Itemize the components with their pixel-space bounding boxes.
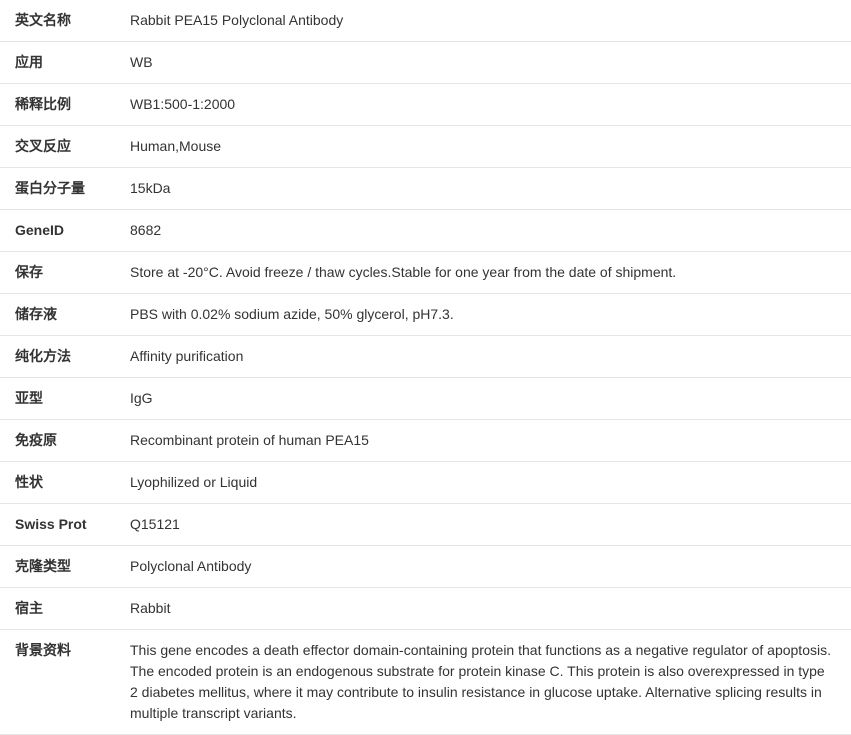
spec-row: Swiss Prot Q15121 bbox=[0, 504, 851, 546]
spec-label-host: 宿主 bbox=[15, 598, 130, 619]
spec-row: 亚型 IgG bbox=[0, 378, 851, 420]
spec-row: GeneID 8682 bbox=[0, 210, 851, 252]
spec-table: 英文名称 Rabbit PEA15 Polyclonal Antibody 应用… bbox=[0, 0, 851, 735]
spec-label-mw: 蛋白分子量 bbox=[15, 178, 130, 199]
spec-value-application: WB bbox=[130, 52, 851, 73]
spec-label-application: 应用 bbox=[15, 52, 130, 73]
spec-row: 应用 WB bbox=[0, 42, 851, 84]
spec-value-immunogen: Recombinant protein of human PEA15 bbox=[130, 430, 851, 451]
spec-value-geneid: 8682 bbox=[130, 220, 851, 241]
spec-label-clonality: 克隆类型 bbox=[15, 556, 130, 577]
spec-value-mw: 15kDa bbox=[130, 178, 851, 199]
spec-label-purification: 纯化方法 bbox=[15, 346, 130, 367]
spec-value-background: This gene encodes a death effector domai… bbox=[130, 640, 851, 724]
spec-label-isotype: 亚型 bbox=[15, 388, 130, 409]
spec-row: 性状 Lyophilized or Liquid bbox=[0, 462, 851, 504]
spec-value-host: Rabbit bbox=[130, 598, 851, 619]
spec-value-storage: Store at -20°C. Avoid freeze / thaw cycl… bbox=[130, 262, 851, 283]
spec-row: 蛋白分子量 15kDa bbox=[0, 168, 851, 210]
spec-label-form: 性状 bbox=[15, 472, 130, 493]
spec-value-buffer: PBS with 0.02% sodium azide, 50% glycero… bbox=[130, 304, 851, 325]
spec-label-swissprot: Swiss Prot bbox=[15, 514, 130, 535]
spec-value-english-name: Rabbit PEA15 Polyclonal Antibody bbox=[130, 10, 851, 31]
spec-value-purification: Affinity purification bbox=[130, 346, 851, 367]
spec-value-clonality: Polyclonal Antibody bbox=[130, 556, 851, 577]
spec-label-buffer: 储存液 bbox=[15, 304, 130, 325]
spec-value-isotype: IgG bbox=[130, 388, 851, 409]
spec-row: 英文名称 Rabbit PEA15 Polyclonal Antibody bbox=[0, 0, 851, 42]
spec-value-form: Lyophilized or Liquid bbox=[130, 472, 851, 493]
spec-row: 宿主 Rabbit bbox=[0, 588, 851, 630]
spec-value-dilution: WB1:500-1:2000 bbox=[130, 94, 851, 115]
spec-row: 储存液 PBS with 0.02% sodium azide, 50% gly… bbox=[0, 294, 851, 336]
spec-value-swissprot: Q15121 bbox=[130, 514, 851, 535]
spec-row: 交叉反应 Human,Mouse bbox=[0, 126, 851, 168]
spec-label-storage: 保存 bbox=[15, 262, 130, 283]
spec-row: 稀释比例 WB1:500-1:2000 bbox=[0, 84, 851, 126]
spec-row: 背景资料 This gene encodes a death effector … bbox=[0, 630, 851, 735]
spec-value-reactivity: Human,Mouse bbox=[130, 136, 851, 157]
spec-label-geneid: GeneID bbox=[15, 220, 130, 241]
spec-row: 保存 Store at -20°C. Avoid freeze / thaw c… bbox=[0, 252, 851, 294]
spec-row: 免疫原 Recombinant protein of human PEA15 bbox=[0, 420, 851, 462]
spec-row: 纯化方法 Affinity purification bbox=[0, 336, 851, 378]
spec-label-dilution: 稀释比例 bbox=[15, 94, 130, 115]
spec-label-english-name: 英文名称 bbox=[15, 10, 130, 31]
spec-label-immunogen: 免疫原 bbox=[15, 430, 130, 451]
spec-label-reactivity: 交叉反应 bbox=[15, 136, 130, 157]
spec-row: 克隆类型 Polyclonal Antibody bbox=[0, 546, 851, 588]
spec-label-background: 背景资料 bbox=[15, 640, 130, 661]
